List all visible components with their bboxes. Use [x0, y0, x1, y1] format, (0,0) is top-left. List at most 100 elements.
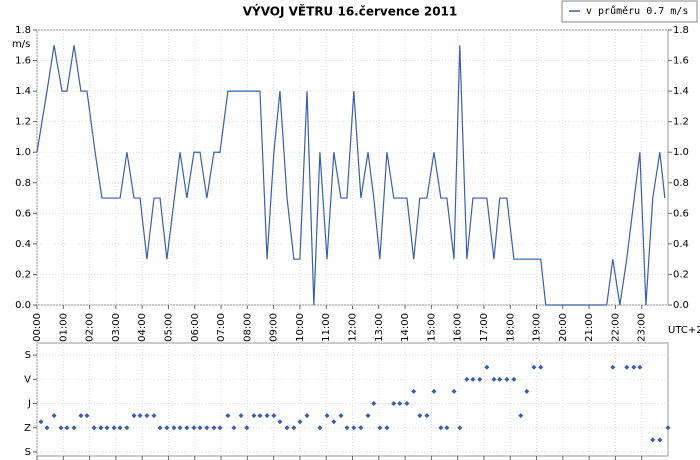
legend — [561, 0, 698, 23]
y-tick-label: S — [25, 350, 31, 361]
direction-point — [444, 425, 450, 431]
direction-point — [451, 388, 457, 394]
direction-point — [64, 425, 70, 431]
direction-point — [277, 419, 283, 425]
direction-point — [404, 401, 410, 407]
direction-point — [424, 413, 430, 419]
y2-tick-label: 0.4 — [673, 239, 689, 250]
wind-line — [36, 45, 666, 306]
x-tick-label: 19:00 — [532, 313, 543, 342]
direction-point — [78, 413, 84, 419]
direction-point — [131, 413, 137, 419]
x-tick-label: 04:00 — [137, 313, 148, 342]
x-tick-label: 16:00 — [453, 313, 464, 342]
direction-point — [324, 413, 330, 419]
direction-point — [111, 425, 117, 431]
direction-point — [417, 413, 423, 419]
y-tick-label: 0.2 — [15, 269, 31, 280]
direction-point — [137, 413, 143, 419]
direction-point — [211, 425, 217, 431]
direction-point — [271, 413, 277, 419]
direction-point — [317, 425, 323, 431]
direction-point — [358, 425, 364, 431]
x-tick-label: 23:00 — [637, 313, 648, 342]
direction-point — [191, 425, 197, 431]
direction-point — [184, 425, 190, 431]
x-tick-label: 07:00 — [216, 313, 227, 342]
x-tick-label: 05:00 — [163, 313, 174, 342]
y-tick-label: 0.8 — [15, 178, 31, 189]
direction-point — [650, 437, 656, 443]
direction-point — [104, 425, 110, 431]
direction-point — [511, 376, 517, 382]
direction-point — [257, 413, 263, 419]
direction-point — [251, 413, 257, 419]
direction-point — [71, 425, 77, 431]
y-tick-label: 1.0 — [15, 147, 31, 158]
x-tick-label: 11:00 — [321, 313, 332, 342]
direction-point — [231, 425, 237, 431]
direction-point — [204, 425, 210, 431]
y-tick-label: 1.2 — [15, 117, 31, 128]
x-tick-label: 20:00 — [558, 313, 569, 342]
direction-point — [477, 376, 483, 382]
direction-point — [84, 413, 90, 419]
direction-point — [284, 425, 290, 431]
x-tick-label: 15:00 — [426, 313, 437, 342]
y-tick-label: S — [25, 447, 31, 458]
direction-point — [197, 425, 203, 431]
y2-tick-label: 1.0 — [673, 147, 689, 158]
direction-point — [171, 425, 177, 431]
x-tick-label: 01:00 — [58, 313, 69, 342]
direction-point — [177, 425, 183, 431]
direction-point — [391, 401, 397, 407]
x-tick-label: 02:00 — [85, 313, 96, 342]
y2-tick-label: 1.8 — [673, 25, 689, 36]
x-tick-label: 00:00 — [32, 313, 43, 342]
x-tick-label: 17:00 — [479, 313, 490, 342]
direction-point — [531, 364, 537, 370]
direction-point — [657, 437, 663, 443]
direction-point — [157, 425, 163, 431]
direction-point — [124, 425, 130, 431]
x-tick-label: 10:00 — [295, 313, 306, 342]
y2-tick-label: 0.8 — [673, 178, 689, 189]
legend-label: v průměru 0.7 m/s — [586, 5, 688, 17]
x-tick-label: 14:00 — [400, 313, 411, 342]
direction-point — [244, 425, 250, 431]
x-tick-label: 21:00 — [584, 313, 595, 342]
x-tick-label: 06:00 — [190, 313, 201, 342]
direction-point — [117, 425, 123, 431]
y2-tick-label: 1.4 — [673, 86, 689, 97]
direction-point — [365, 413, 371, 419]
direction-point — [44, 425, 50, 431]
direction-point — [264, 413, 270, 419]
direction-point — [491, 376, 497, 382]
direction-point — [225, 413, 231, 419]
direction-point — [151, 413, 157, 419]
direction-point — [538, 364, 544, 370]
direction-point — [144, 413, 150, 419]
direction-point — [431, 388, 437, 394]
direction-point — [371, 401, 377, 407]
direction-point — [637, 364, 643, 370]
x-tick-label: 13:00 — [374, 313, 385, 342]
direction-point — [524, 388, 530, 394]
direction-point — [518, 413, 524, 419]
direction-point — [484, 364, 490, 370]
direction-point — [624, 364, 630, 370]
y-tick-label: 1.4 — [15, 86, 31, 97]
direction-point — [470, 376, 476, 382]
direction-point — [331, 419, 337, 425]
direction-point — [464, 376, 470, 382]
x-tick-label: 03:00 — [111, 313, 122, 342]
direction-point — [344, 425, 350, 431]
direction-point — [438, 425, 444, 431]
x-tick-label: 09:00 — [269, 313, 280, 342]
y-tick-label: 1.8 — [15, 25, 31, 36]
y2-tick-label: 0.6 — [673, 208, 689, 219]
direction-point — [351, 425, 357, 431]
direction-point — [217, 425, 223, 431]
